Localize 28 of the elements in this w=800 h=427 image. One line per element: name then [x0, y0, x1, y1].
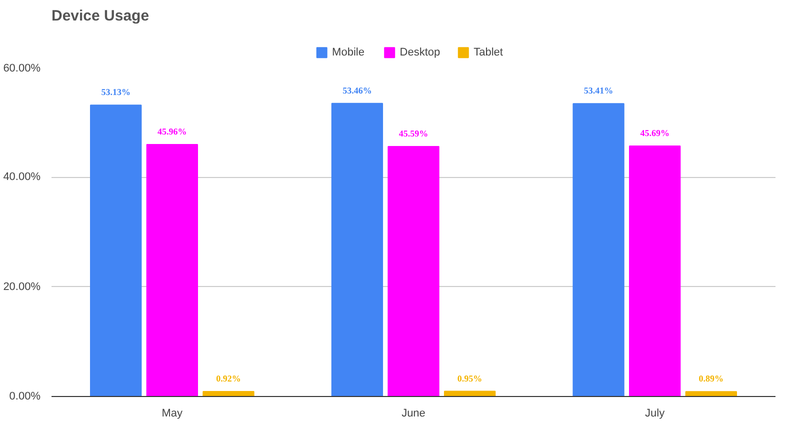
bar	[146, 144, 198, 396]
data-label: 53.46%	[342, 85, 372, 96]
legend-label: Mobile	[332, 46, 364, 59]
bar	[90, 104, 142, 396]
data-label: 0.92%	[216, 373, 241, 384]
bar	[572, 103, 624, 396]
data-label: 0.89%	[698, 374, 724, 384]
data-label: 53.41%	[584, 86, 614, 96]
bar	[388, 146, 440, 396]
bar	[685, 391, 737, 396]
bar	[628, 145, 681, 396]
legend-label: Tablet	[474, 46, 503, 59]
x-tick-label: June	[402, 408, 426, 420]
bar	[331, 102, 384, 396]
data-label: 53.13%	[101, 87, 130, 98]
chart-title: Device Usage	[52, 8, 150, 24]
y-tick-label: 40.00%	[3, 171, 41, 184]
bar	[202, 390, 254, 396]
legend-label: Desktop	[400, 46, 440, 59]
x-tick-label: July	[645, 408, 666, 420]
data-label: 45.69%	[640, 128, 670, 138]
data-label: 45.59%	[398, 128, 428, 139]
y-tick-label: 20.00%	[3, 280, 41, 293]
data-label: 45.96%	[158, 126, 187, 136]
x-tick-label: May	[162, 408, 184, 420]
y-tick-label: 0.00%	[9, 390, 41, 402]
y-tick-label: 60.00%	[3, 62, 41, 74]
data-label: 0.95%	[457, 373, 482, 384]
